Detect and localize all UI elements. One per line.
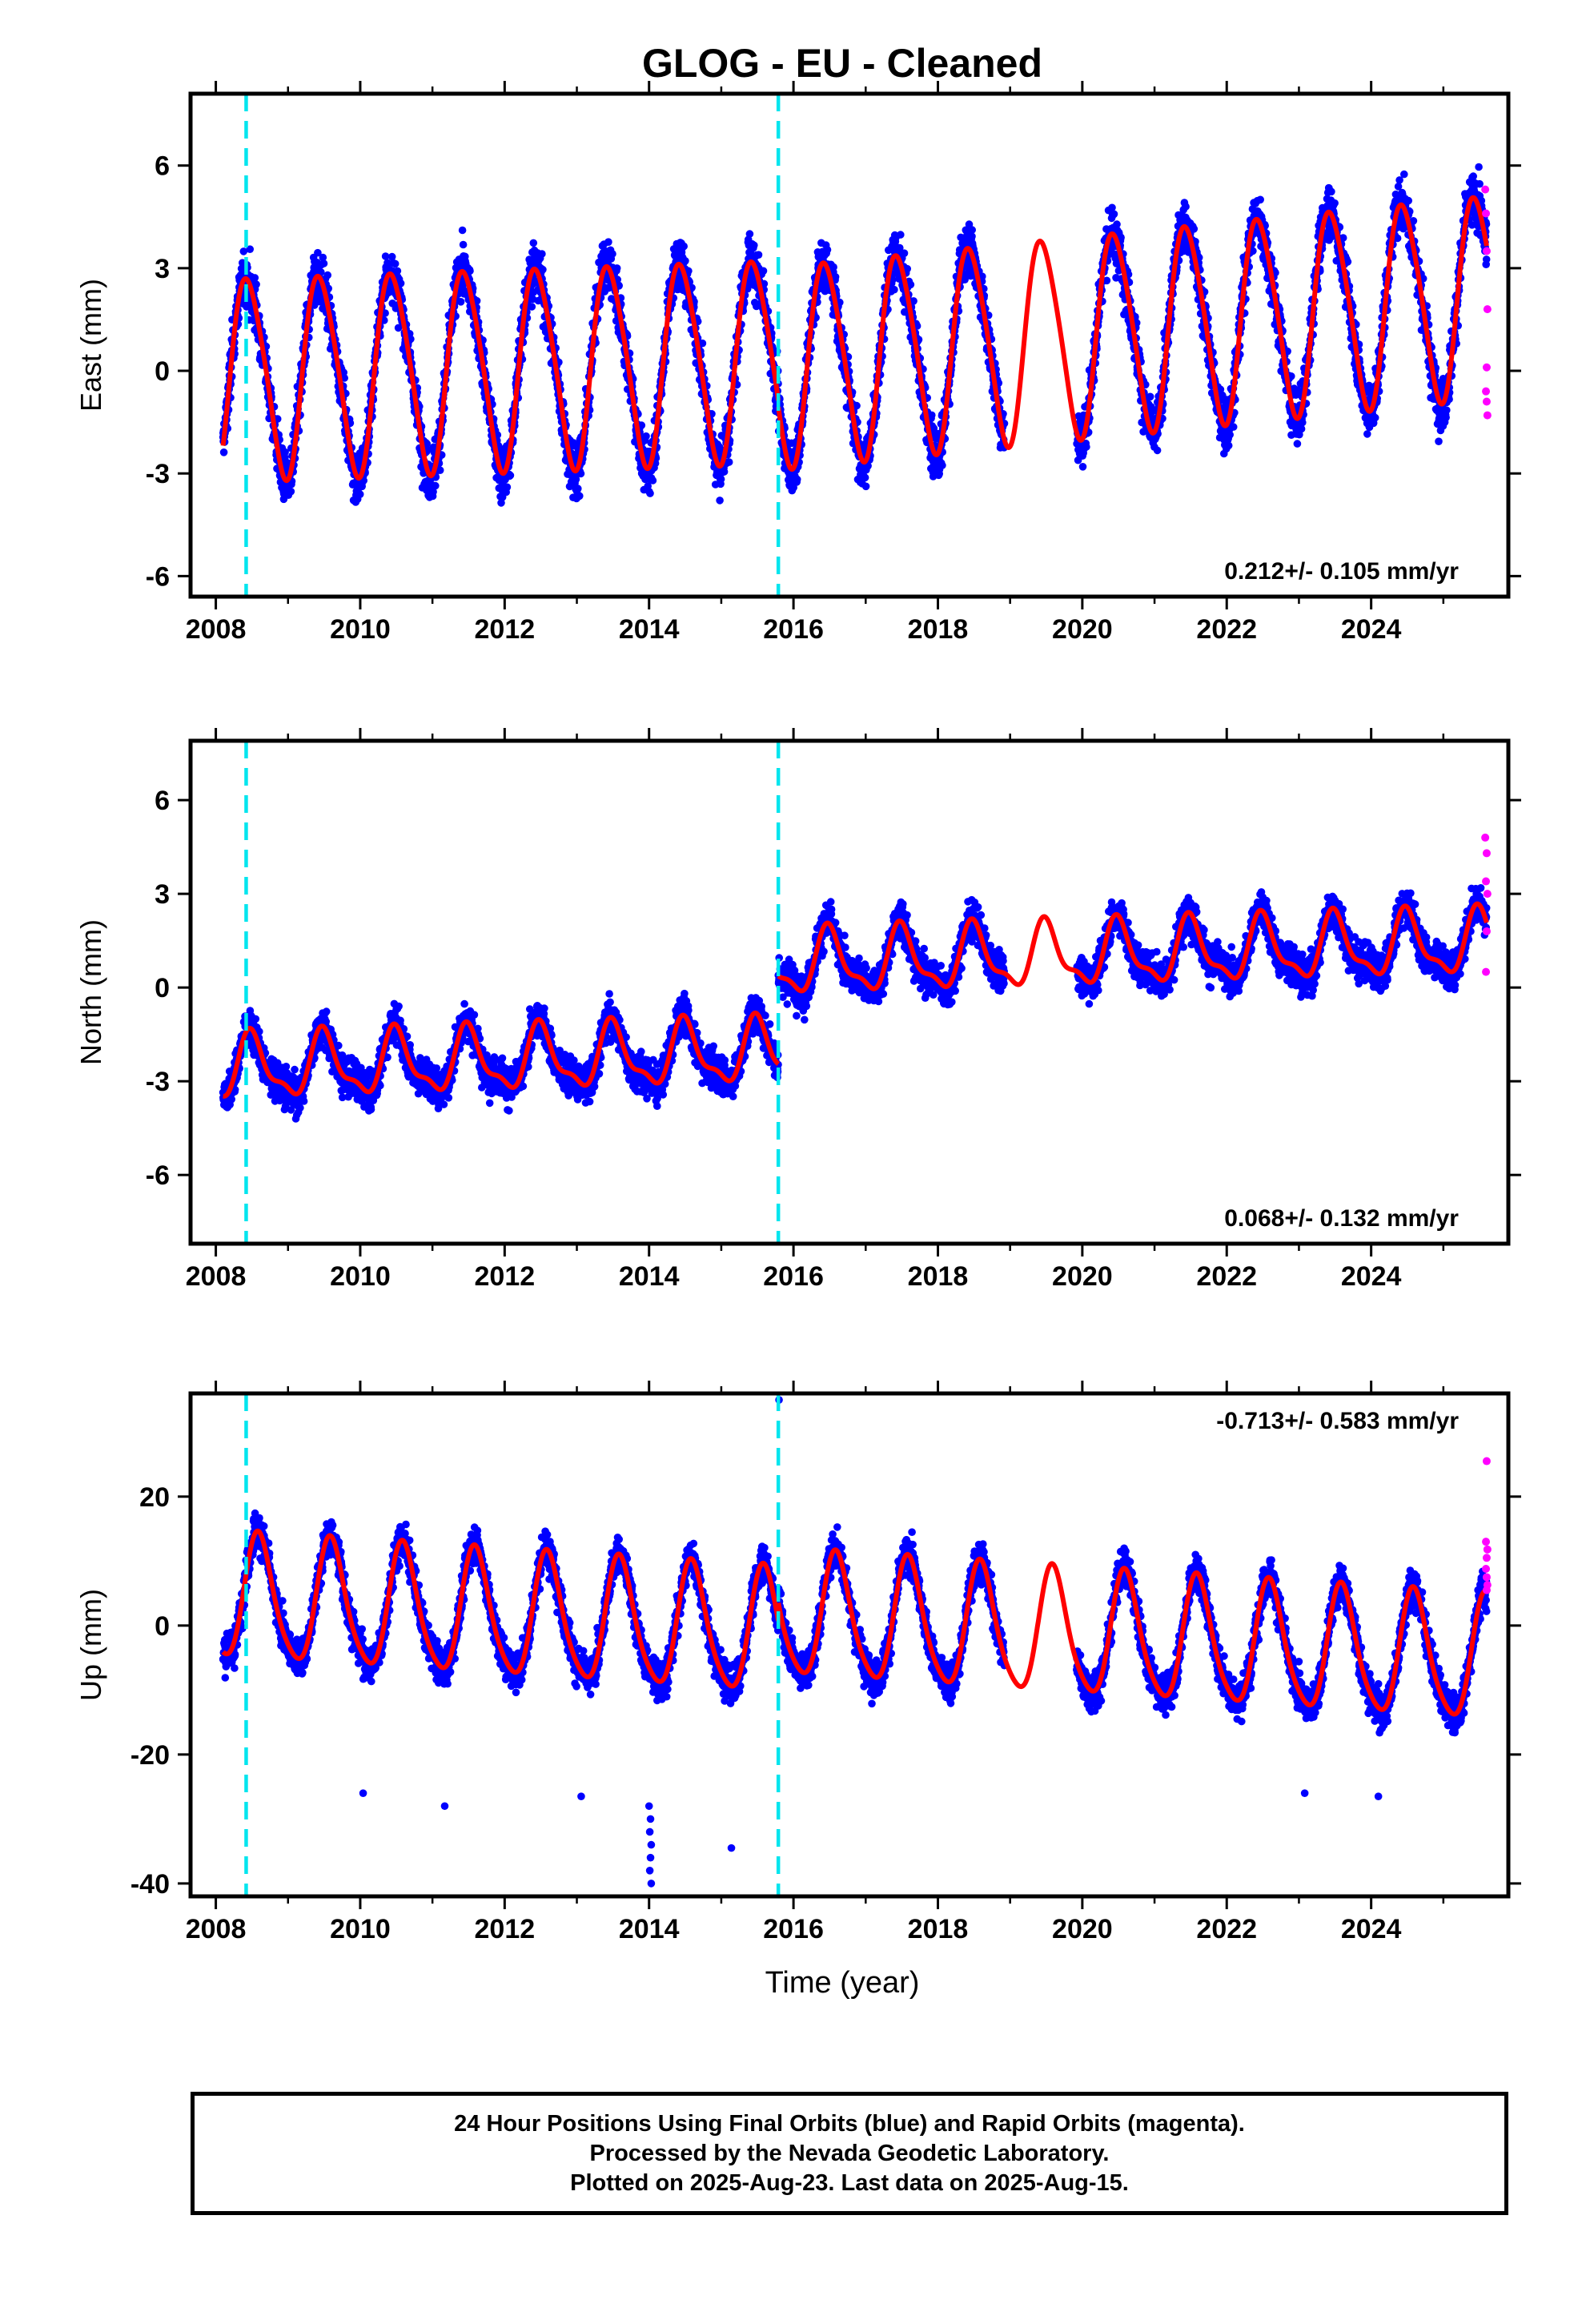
east-panel: 2008 2010 2012 2014 2016 2018 2020 2022 2024-6-3…	[74, 81, 1521, 645]
final-point	[680, 242, 688, 251]
final-point	[698, 339, 707, 348]
final-point	[391, 259, 400, 268]
final-point	[423, 440, 431, 448]
final-point	[539, 265, 547, 274]
final-point	[287, 487, 295, 496]
final-point	[1226, 431, 1234, 439]
final-point	[1190, 225, 1199, 233]
final-point	[823, 246, 832, 254]
final-point	[381, 252, 390, 260]
final-point	[355, 490, 364, 498]
final-point	[753, 302, 761, 311]
final-point	[319, 259, 328, 267]
final-point	[456, 298, 465, 306]
final-point	[393, 267, 402, 275]
final-point	[829, 263, 837, 271]
final-point	[436, 466, 444, 474]
final-point	[381, 309, 389, 317]
final-point	[715, 443, 724, 451]
final-point	[1153, 446, 1162, 455]
final-point	[528, 303, 536, 311]
final-point	[219, 448, 228, 456]
final-point	[503, 483, 512, 492]
final-point	[574, 485, 582, 493]
final-point	[725, 458, 733, 466]
final-point	[576, 492, 584, 501]
final-point	[251, 274, 259, 282]
final-point	[716, 497, 724, 505]
final-point	[1146, 392, 1154, 401]
final-point	[319, 253, 327, 262]
final-point	[612, 264, 621, 272]
final-point	[745, 230, 754, 238]
final-point	[1331, 199, 1339, 207]
final-point	[759, 267, 768, 275]
final-point	[1078, 463, 1087, 471]
final-point	[314, 248, 322, 257]
final-point	[576, 469, 585, 478]
final-point	[538, 250, 546, 258]
final-point	[1110, 210, 1118, 219]
final-point	[281, 448, 289, 456]
final-point	[685, 267, 693, 275]
final-point	[252, 280, 260, 288]
final-point	[608, 250, 616, 258]
final-point	[604, 238, 612, 247]
final-point	[1256, 195, 1264, 204]
final-point	[569, 439, 578, 447]
final-point	[429, 488, 437, 496]
final-point	[861, 482, 870, 491]
final-point	[529, 239, 538, 247]
final-point	[637, 421, 646, 429]
final-point	[861, 473, 869, 482]
final-point	[646, 489, 654, 497]
final-point	[323, 271, 332, 279]
chart-title: GLOG - EU - Cleaned	[642, 41, 1042, 86]
final-point	[472, 296, 481, 305]
final-point	[340, 374, 349, 382]
final-point	[968, 226, 976, 234]
final-point	[642, 432, 650, 440]
final-point	[506, 471, 515, 480]
final-point	[458, 226, 467, 235]
final-point	[432, 481, 440, 490]
final-point	[1082, 443, 1090, 451]
final-point	[681, 257, 689, 265]
final-point	[1182, 203, 1190, 211]
final-point	[900, 249, 909, 258]
final-point	[1293, 440, 1302, 448]
final-point	[720, 468, 729, 476]
final-point	[938, 461, 946, 469]
final-point	[890, 285, 898, 294]
final-point	[239, 247, 248, 255]
final-point	[396, 279, 405, 287]
final-point	[246, 245, 255, 254]
final-point	[793, 475, 801, 484]
final-point	[387, 252, 396, 261]
final-point	[897, 231, 905, 239]
final-point	[459, 240, 468, 249]
final-point	[466, 267, 474, 275]
final-point	[717, 475, 725, 484]
final-point	[750, 241, 758, 250]
final-point	[928, 411, 936, 420]
final-point	[424, 445, 432, 454]
east-final-points	[219, 163, 1491, 507]
final-point	[1327, 187, 1335, 196]
final-point	[648, 476, 657, 485]
final-point	[754, 251, 763, 259]
final-point	[572, 475, 580, 484]
final-point	[1229, 423, 1238, 431]
final-point	[1224, 441, 1233, 450]
final-point	[394, 324, 403, 332]
